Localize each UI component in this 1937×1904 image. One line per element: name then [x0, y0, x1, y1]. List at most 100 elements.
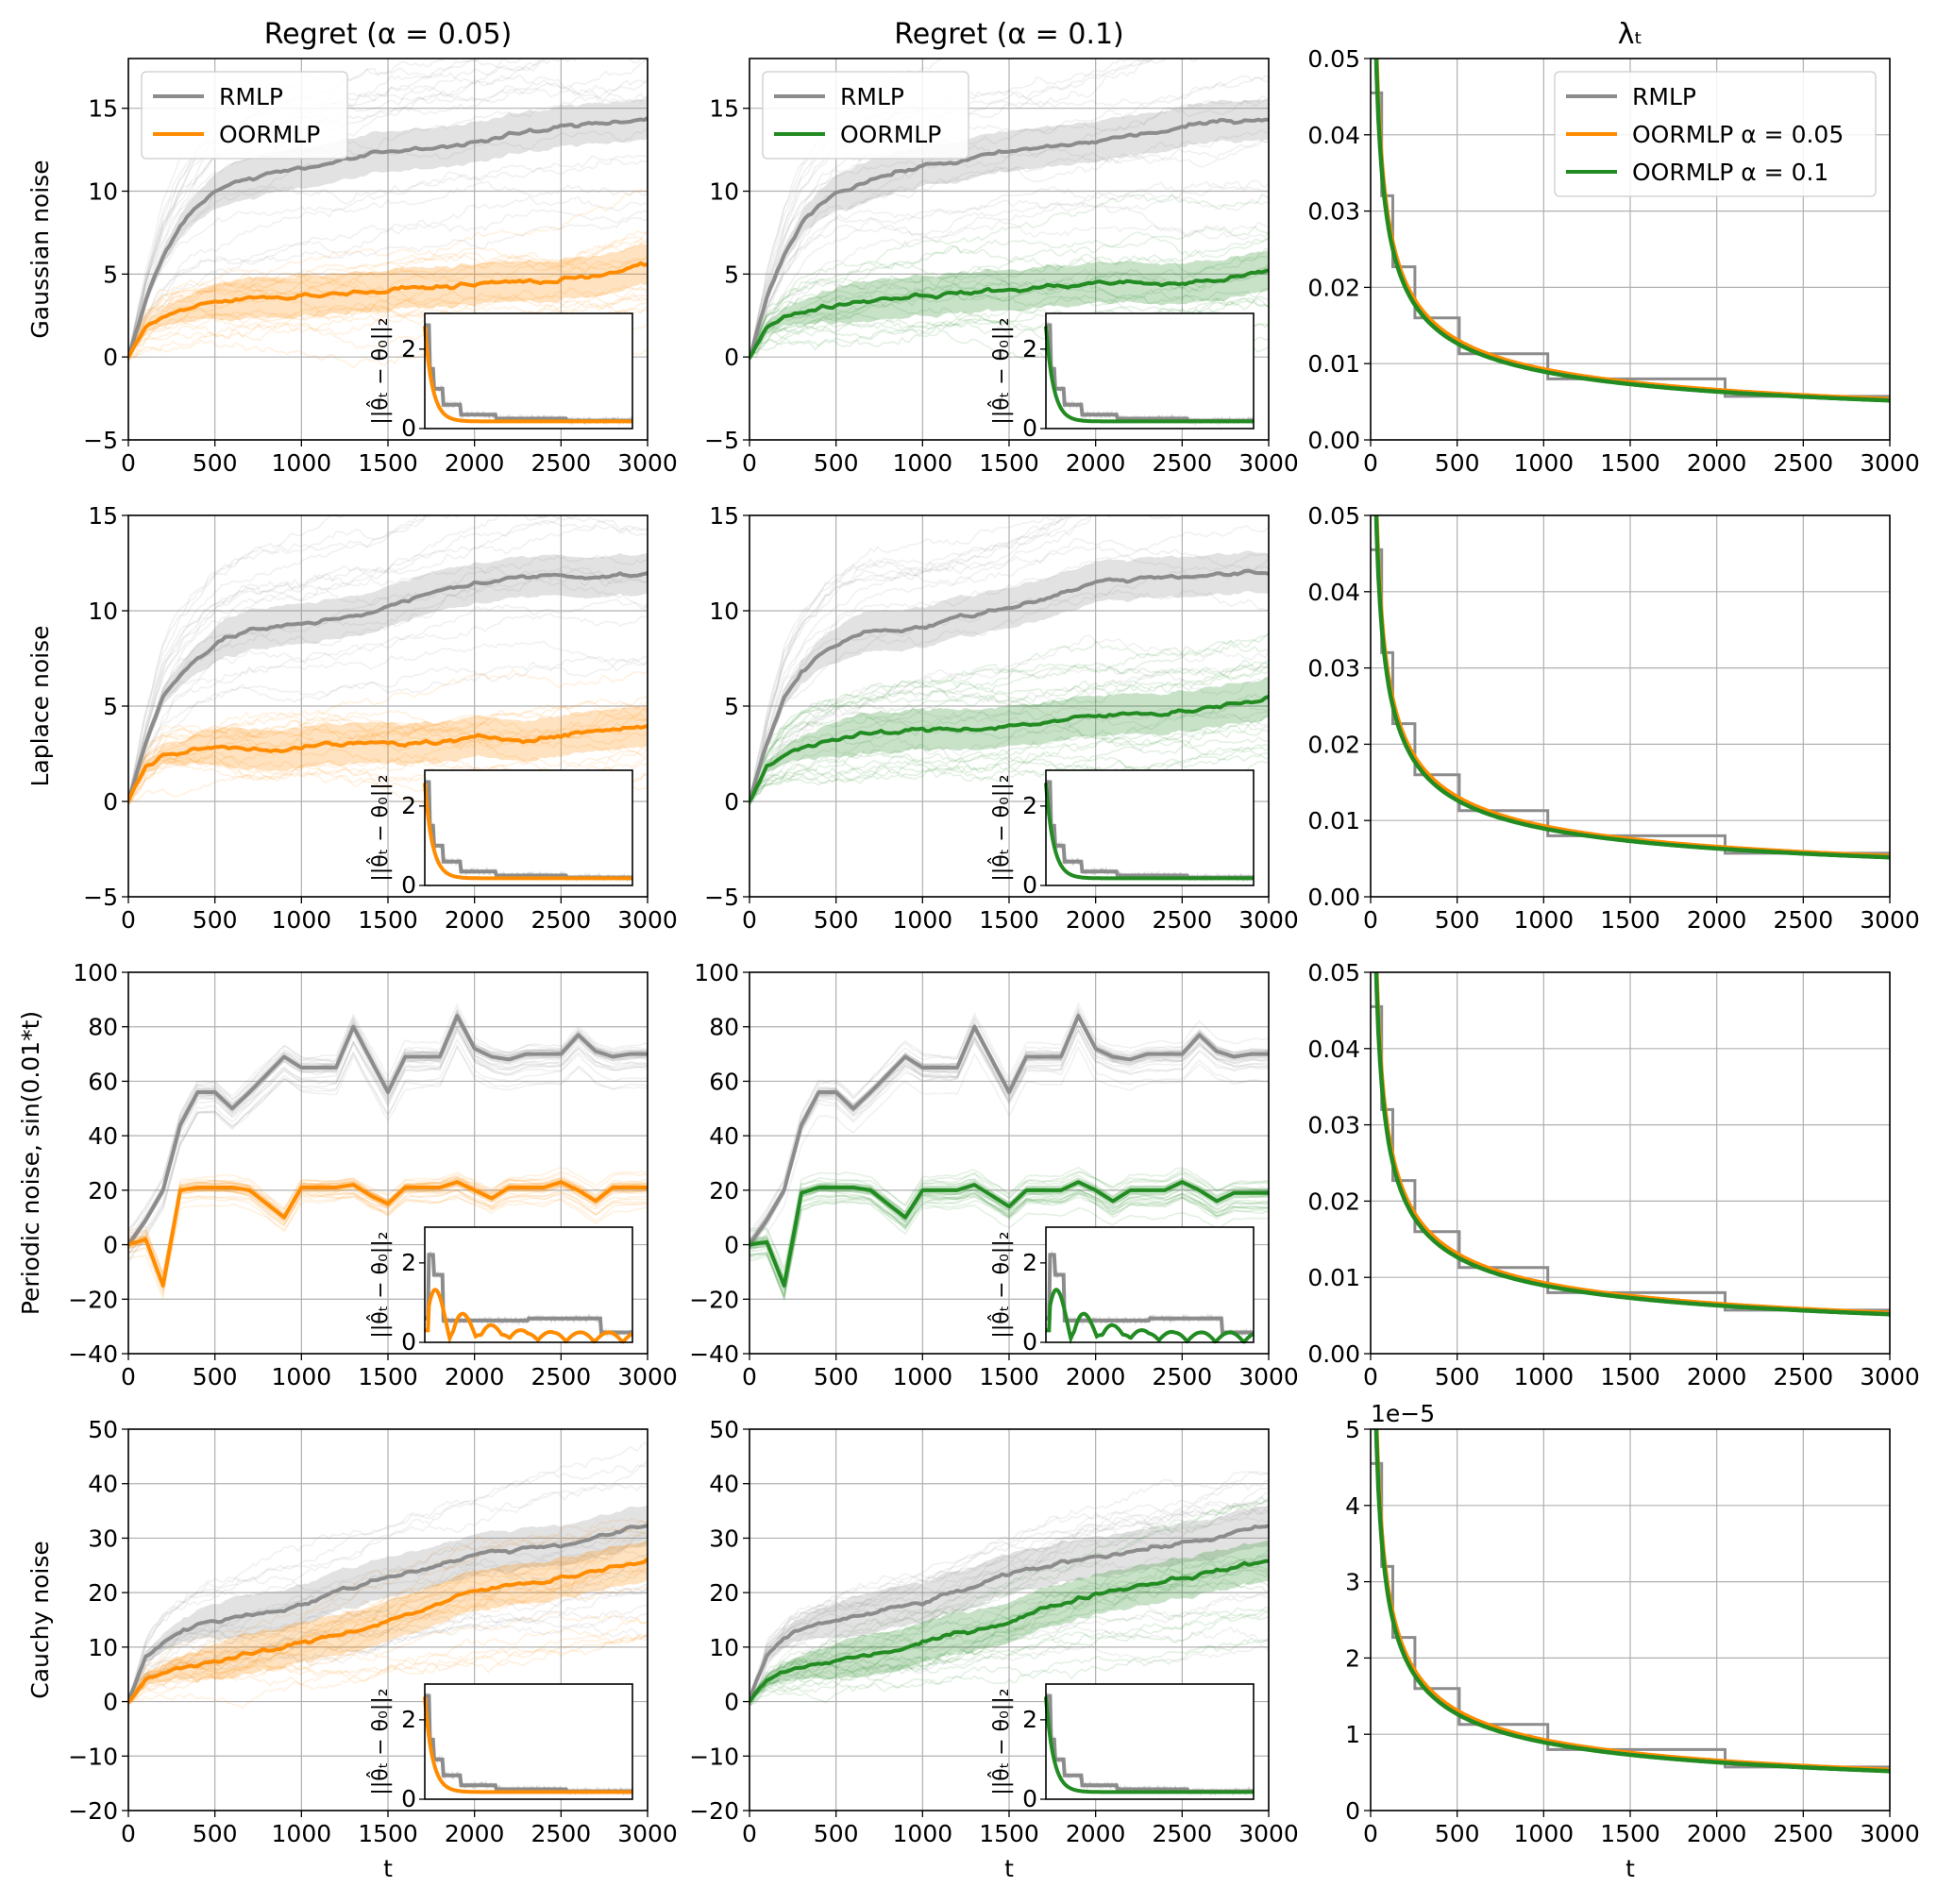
individual-run-trace — [750, 634, 1269, 800]
axes-frame — [127, 1428, 648, 1811]
axes-frame — [749, 1428, 1270, 1811]
x-tick-label: 2000 — [1687, 906, 1747, 934]
x-tick-label: 1500 — [979, 906, 1039, 934]
y-tick-label: 10 — [88, 178, 118, 206]
x-tick-label: 2000 — [445, 906, 505, 934]
mean-line — [128, 261, 648, 359]
confidence-band — [750, 99, 1269, 362]
inset: 0 2 ||θ̂ₜ − θ₀||₂ — [988, 1226, 1255, 1356]
individual-run-trace — [750, 1028, 1269, 1244]
y-tick-label: −5 — [704, 427, 739, 454]
y-tick-label: 0.05 — [1307, 959, 1360, 986]
individual-run-trace — [750, 1022, 1269, 1239]
individual-run-trace — [750, 515, 1139, 803]
x-tick-label: 0 — [121, 449, 136, 477]
x-tick-label: 3000 — [1238, 449, 1299, 477]
y-tick-label: 0 — [103, 788, 118, 816]
inset-ylabel: ||θ̂ₜ − θ₀||₂ — [367, 1231, 393, 1338]
individual-run-trace — [128, 229, 648, 355]
individual-run-trace — [128, 1611, 648, 1703]
individual-run-trace — [128, 1025, 648, 1248]
x-tick-label: 500 — [814, 1820, 859, 1847]
legend-frame — [1554, 71, 1877, 197]
individual-run-trace — [128, 1019, 648, 1250]
individual-run-trace — [128, 566, 648, 798]
individual-run-trace — [750, 296, 1269, 361]
individual-run-trace — [750, 1166, 1269, 1273]
individual-run-trace — [750, 1193, 1269, 1291]
individual-run-trace — [128, 1167, 648, 1281]
y-tick-label: 5 — [103, 261, 118, 288]
confidence-band — [128, 243, 648, 361]
legend: RMLP OORMLP — [141, 71, 348, 160]
inset-bg — [425, 770, 632, 885]
inset-bg — [425, 1227, 632, 1342]
x-tick-label: 3000 — [1238, 906, 1299, 934]
inset-y-tick-label: 2 — [1022, 335, 1037, 362]
inset: 0 2 ||θ̂ₜ − θ₀||₂ — [988, 769, 1255, 899]
inset-bg — [1046, 1227, 1254, 1342]
y-tick-label: 15 — [709, 95, 739, 123]
individual-run-trace — [750, 255, 1269, 359]
lambda-panel: 0 500 1000 1500 2000 2500 3000 0 1 2 3 4 5 1e−5 — [1345, 1400, 1920, 1847]
x-tick-label: 2500 — [1774, 1363, 1834, 1390]
individual-run-trace — [750, 1505, 1269, 1703]
individual-run-trace — [128, 290, 648, 358]
axes-frame — [1370, 514, 1891, 898]
x-tick-label: 2500 — [1153, 1363, 1213, 1390]
individual-run-trace — [750, 525, 1269, 801]
x-tick-label: 0 — [742, 1820, 757, 1847]
individual-run-trace — [750, 515, 1065, 805]
y-tick-label: 0.02 — [1307, 1188, 1360, 1215]
mean-line — [128, 116, 648, 359]
x-tick-label: 0 — [121, 1363, 136, 1390]
individual-run-trace — [128, 725, 648, 800]
y-tick-label: 60 — [709, 1068, 739, 1095]
x-tick-label: 500 — [814, 449, 859, 477]
individual-run-trace — [128, 1184, 648, 1288]
inset-oormlp-line — [423, 1696, 632, 1794]
regret-panel: 0 500 1000 1500 2000 2500 3000−20−100102030405… — [689, 1416, 1299, 1847]
individual-run-trace — [128, 515, 577, 800]
x-tick-label: 0 — [742, 1363, 757, 1390]
individual-run-trace — [750, 202, 1269, 359]
inset-bg — [425, 1684, 632, 1799]
individual-run-trace — [128, 1633, 648, 1710]
plot-area — [1371, 59, 1890, 403]
plot-area — [750, 1002, 1269, 1303]
individual-run-trace — [750, 589, 1269, 799]
inset-y-tick-label: 2 — [1022, 792, 1037, 819]
plot-area — [1371, 1429, 1890, 1774]
row-label: Laplace noise — [26, 626, 54, 787]
x-tick-label: 500 — [1435, 1363, 1480, 1390]
x-tick-label: 2500 — [531, 1820, 592, 1847]
x-tick-label: 500 — [193, 906, 238, 934]
individual-run-trace — [128, 188, 648, 357]
individual-run-trace — [750, 1007, 1269, 1233]
inset-ylabel: ||θ̂ₜ − θ₀||₂ — [367, 1688, 393, 1794]
x-tick-label: 3000 — [617, 1820, 678, 1847]
x-tick-label: 2000 — [1687, 449, 1747, 477]
inset-oormlp-line — [423, 783, 632, 881]
individual-run-trace — [750, 553, 1269, 803]
oormlp-curve — [1373, 1429, 1890, 1774]
individual-run-trace — [128, 59, 648, 358]
plot-area — [750, 1470, 1269, 1708]
inset-frame — [424, 1226, 633, 1343]
individual-run-trace — [750, 746, 1269, 807]
individual-run-trace — [750, 1171, 1269, 1271]
inset: 0 2 ||θ̂ₜ − θ₀||₂ — [367, 312, 633, 442]
individual-run-trace — [750, 236, 1269, 359]
individual-run-trace — [128, 1190, 648, 1298]
individual-run-trace — [128, 565, 648, 802]
y-tick-label: 15 — [709, 502, 739, 530]
individual-run-trace — [128, 1561, 648, 1702]
inset-y-tick-label: 2 — [401, 335, 416, 362]
x-tick-label: 2500 — [1153, 906, 1213, 934]
individual-run-trace — [750, 75, 1269, 360]
regret-panel: 0 500 1000 1500 2000 2500 3000−20−100102030405… — [68, 1416, 678, 1847]
individual-run-trace — [750, 1516, 1269, 1702]
individual-run-trace — [750, 94, 1269, 360]
x-tick-label: 2000 — [445, 1363, 505, 1390]
individual-run-trace — [750, 1171, 1269, 1283]
